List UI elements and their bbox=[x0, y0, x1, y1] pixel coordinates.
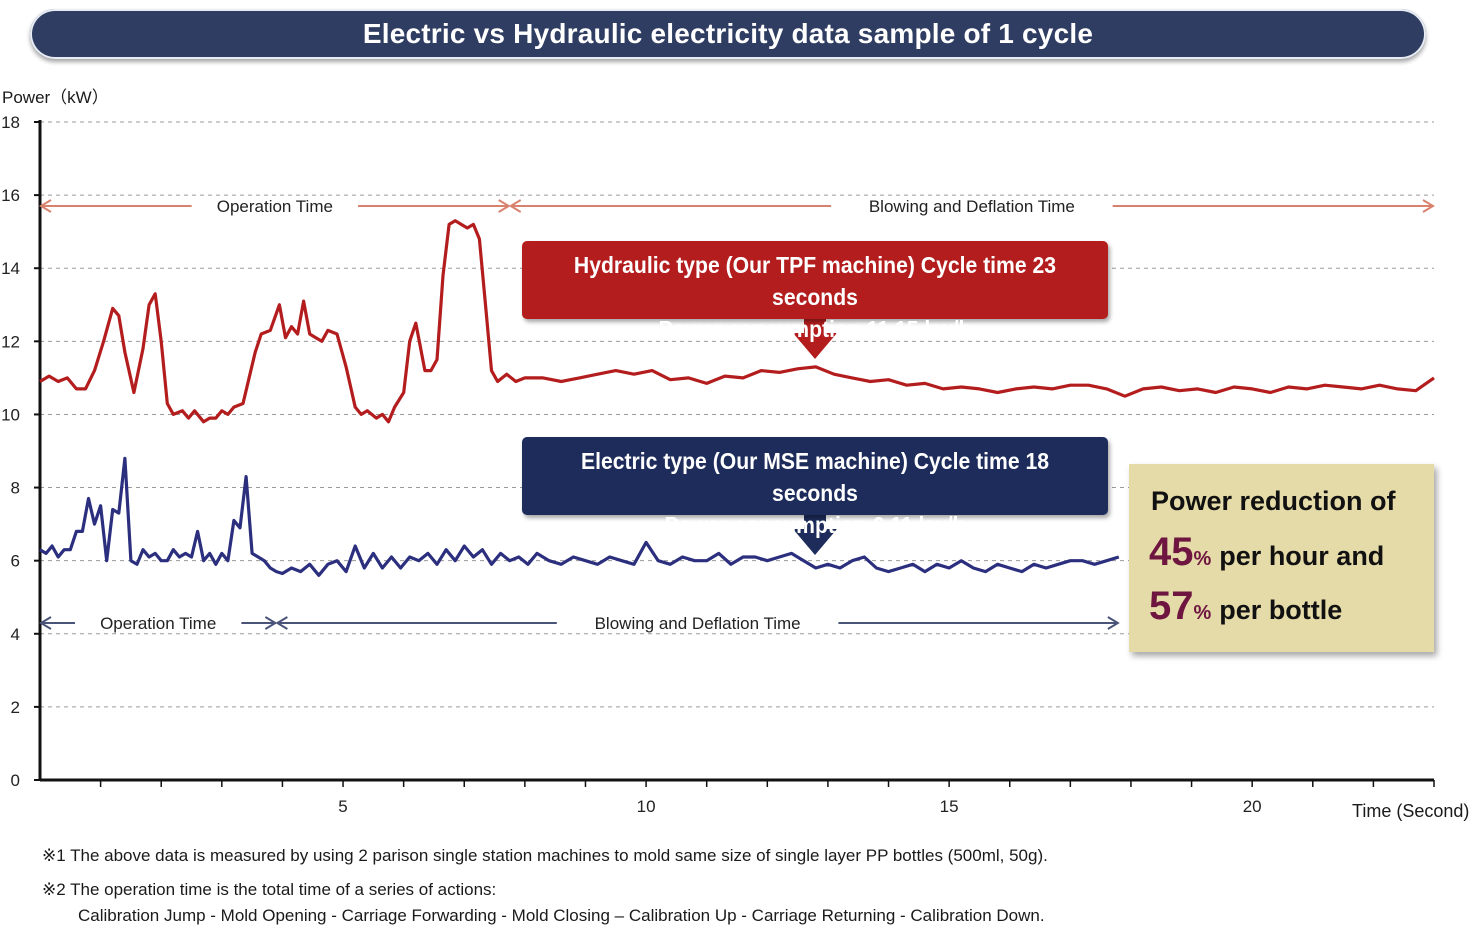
hydraulic-phase-arrowhead-end-1 bbox=[1422, 199, 1435, 213]
electric-phase-label-1: Blowing and Deflation Time bbox=[595, 614, 801, 633]
y-tick-label: 8 bbox=[11, 479, 20, 498]
reduction-value-bottle: 57 bbox=[1149, 584, 1194, 628]
x-tick-label: 5 bbox=[338, 797, 347, 816]
electric-phase-label-0: Operation Time bbox=[100, 614, 216, 633]
electric-callout-line1: Electric type (Our MSE machine) Cycle ti… bbox=[580, 448, 1050, 506]
y-tick-label: 2 bbox=[11, 698, 20, 717]
hydraulic-callout: Hydraulic type (Our TPF machine) Cycle t… bbox=[522, 241, 1108, 342]
hydraulic-callout-line2: Power consumption 11.15 kw/h bbox=[658, 316, 972, 342]
x-axis-title: Time (Second) bbox=[1352, 801, 1470, 821]
series-line-hydraulic bbox=[39, 219, 1435, 424]
hydraulic-phase-label-1: Blowing and Deflation Time bbox=[869, 197, 1075, 216]
hydraulic-callout-line1: Hydraulic type (Our TPF machine) Cycle t… bbox=[573, 252, 1057, 310]
callout-pointers bbox=[793, 319, 837, 555]
hydraulic-callout-arrow bbox=[793, 319, 837, 359]
reduction-row-hour: 45% per hour and bbox=[1149, 530, 1384, 575]
y-axis-title: Power（kW） bbox=[2, 88, 109, 107]
y-tick-label: 14 bbox=[1, 259, 20, 278]
electric-callout-line2: Power consumption 6.11 kw/h bbox=[664, 512, 966, 538]
hydraulic-phase-arrowhead-end-0 bbox=[498, 199, 511, 213]
electric-phase-arrowhead-start-0 bbox=[39, 616, 52, 630]
electric-phase-arrowhead-end-0 bbox=[264, 616, 278, 630]
axes: 0 2 4 6 8 10 12 14 16 18 5 10 15 20 bbox=[1, 113, 1435, 816]
reduction-text-bottle: per bottle bbox=[1219, 595, 1343, 625]
hydraulic-phase-arrowhead-start-1 bbox=[508, 199, 522, 213]
reduction-unit-bottle: % bbox=[1193, 602, 1212, 624]
hydraulic-phase-label-0: Operation Time bbox=[217, 197, 333, 216]
y-tick-label: 12 bbox=[1, 332, 20, 351]
y-tick-label: 6 bbox=[11, 552, 20, 571]
reduction-unit-hour: % bbox=[1193, 548, 1212, 570]
power-reduction-box: Power reduction of 45% per hour and 57% pe… bbox=[1129, 464, 1434, 652]
electric-callout-arrow bbox=[793, 515, 837, 555]
electric-phase-arrowhead-end-1 bbox=[1107, 616, 1120, 630]
reduction-row-bottle: 57% per bottle bbox=[1149, 584, 1342, 629]
footnote-1: ※1 The above data is measured by using 2… bbox=[42, 846, 1048, 865]
y-tick-label: 10 bbox=[1, 405, 20, 424]
footnotes: ※1 The above data is measured by using 2… bbox=[42, 846, 1048, 926]
series-line-electric bbox=[39, 456, 1120, 577]
reduction-text-hour: per hour and bbox=[1219, 541, 1385, 571]
data-series bbox=[39, 219, 1435, 577]
phase-annotations: Operation Time Blowing and Deflation Time… bbox=[39, 197, 1435, 633]
chart-title: Electric vs Hydraulic electricity data s… bbox=[30, 9, 1426, 59]
x-tick-label: 10 bbox=[637, 797, 656, 816]
footnote-2-line1: ※2 The operation time is the total time … bbox=[42, 880, 497, 899]
electric-callout: Electric type (Our MSE machine) Cycle ti… bbox=[522, 437, 1108, 538]
y-tick-label: 4 bbox=[11, 625, 20, 644]
y-tick-label: 0 bbox=[11, 771, 20, 790]
y-tick-label: 18 bbox=[1, 113, 20, 132]
x-tick-label: 20 bbox=[1243, 797, 1262, 816]
y-tick-label: 16 bbox=[1, 186, 20, 205]
reduction-value-hour: 45 bbox=[1149, 530, 1194, 574]
x-tick-label: 15 bbox=[940, 797, 959, 816]
footnote-2: ※2 The operation time is the total time … bbox=[42, 880, 1048, 926]
reduction-heading: Power reduction of bbox=[1151, 486, 1396, 516]
hydraulic-phase-arrowhead-start-0 bbox=[39, 199, 52, 213]
electric-phase-arrowhead-start-1 bbox=[275, 616, 288, 630]
footnote-2-line2: Calibration Jump - Mold Opening - Carria… bbox=[78, 906, 1045, 925]
